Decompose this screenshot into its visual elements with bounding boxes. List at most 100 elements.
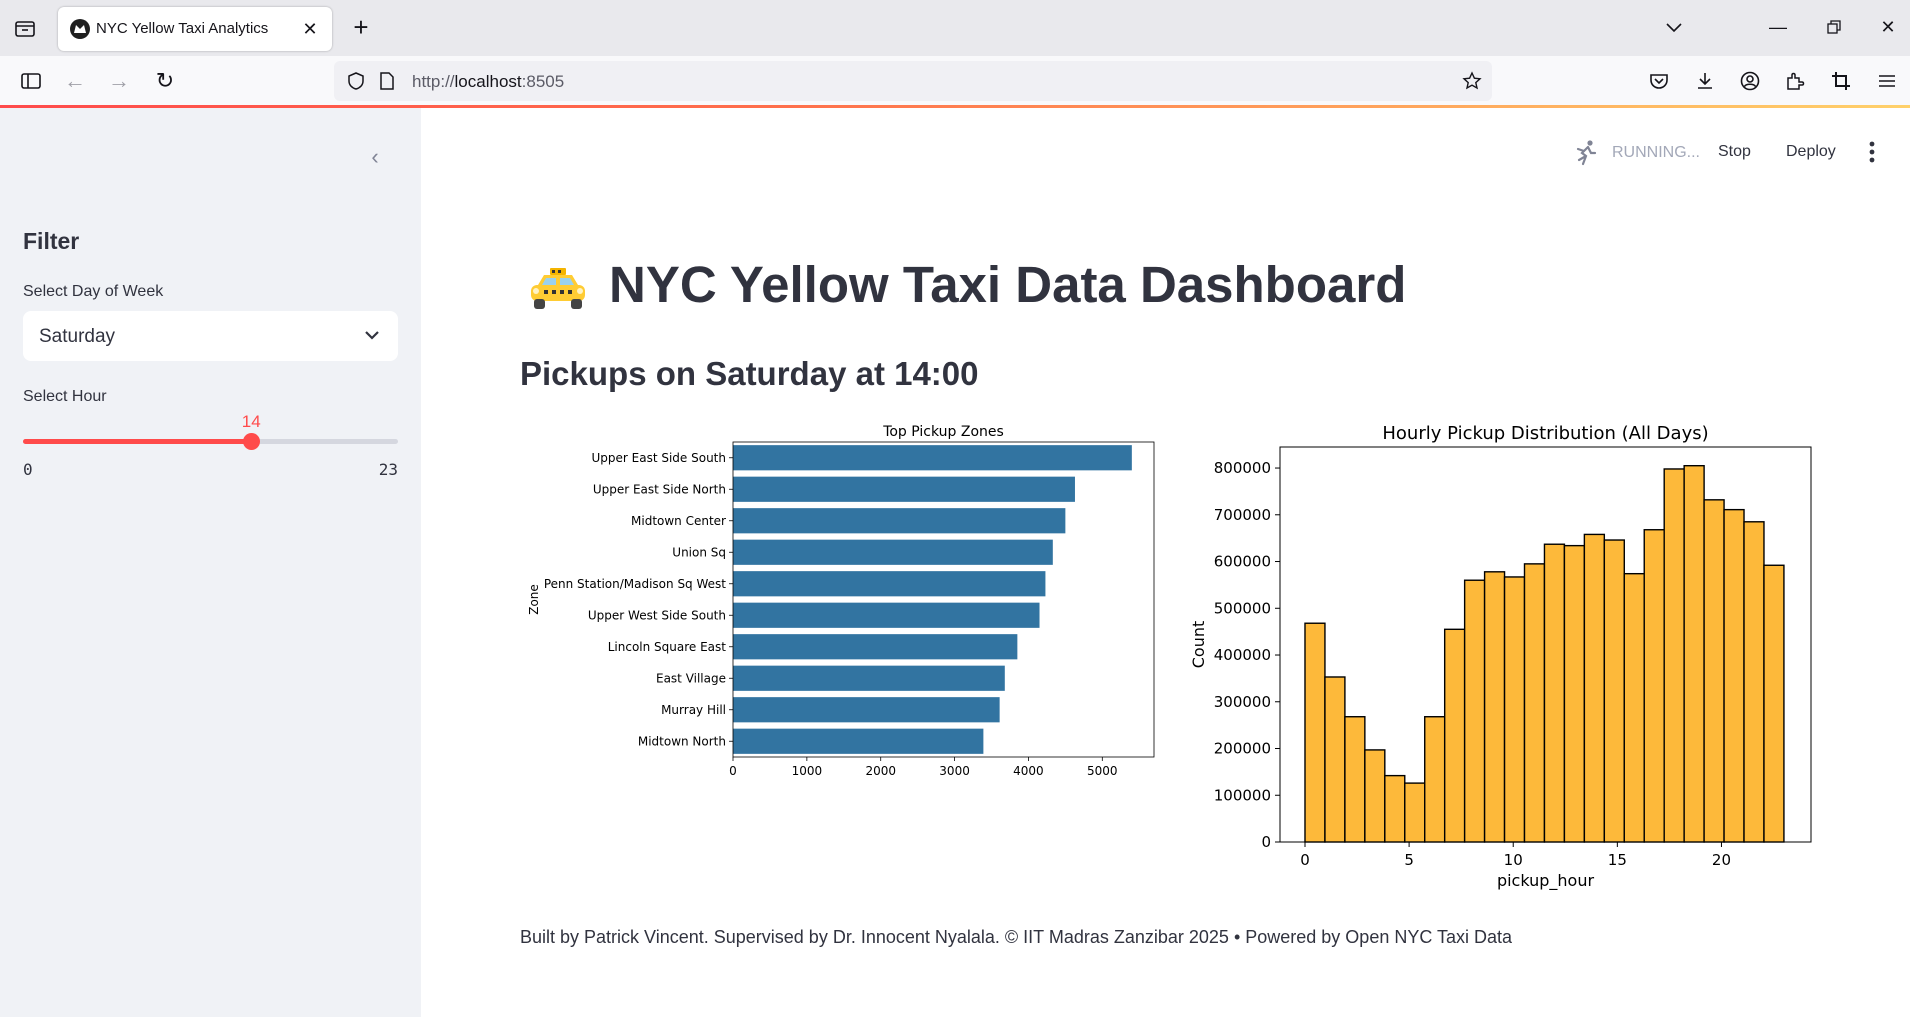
zone-bar xyxy=(733,697,1000,723)
zone-bar xyxy=(733,634,1018,660)
zone-tick-label: East Village xyxy=(656,671,726,685)
zone-bar xyxy=(733,665,1005,691)
hour-slider-thumb[interactable] xyxy=(243,433,261,450)
address-bar[interactable]: http://localhost:8505 xyxy=(334,61,1492,101)
hour-bar xyxy=(1443,628,1466,843)
close-tab-icon[interactable]: ✕ xyxy=(302,19,318,39)
hour-bar xyxy=(1743,521,1765,843)
chart-title: Hourly Pickup Distribution (All Days) xyxy=(1382,423,1708,444)
zone-bar xyxy=(733,728,984,754)
hour-bar xyxy=(1304,622,1326,843)
hour-bar xyxy=(1723,508,1745,843)
forward-arrow-icon[interactable]: → xyxy=(108,68,130,93)
zone-tick-label: Upper East Side North xyxy=(593,482,726,496)
browser-tab-bar: NYC Yellow Taxi Analytics ✕ + — ✕ xyxy=(0,0,1910,56)
hour-slider-fill xyxy=(23,439,252,444)
hour-bar xyxy=(1703,499,1725,843)
hour-slider-value: 14 xyxy=(241,412,261,431)
pocket-icon[interactable] xyxy=(1648,70,1670,92)
y-tick-label: 800000 xyxy=(1214,459,1271,477)
browser-nav-bar: ← → ↻ http://localhost:8505 xyxy=(0,56,1910,106)
hour-bar xyxy=(1324,676,1346,843)
url-text: http://localhost:8505 xyxy=(412,72,565,91)
hour-slider-label: Select Hour xyxy=(23,388,107,405)
zone-tick-label: Murray Hill xyxy=(661,703,726,717)
hour-bar xyxy=(1563,544,1586,843)
x-tick-label: 15 xyxy=(1608,851,1627,869)
day-select-value: Saturday xyxy=(39,326,116,347)
browser-tab[interactable]: NYC Yellow Taxi Analytics ✕ xyxy=(58,7,332,51)
download-icon[interactable] xyxy=(1694,70,1716,92)
y-tick-label: 200000 xyxy=(1214,740,1271,758)
running-status-text: RUNNING... xyxy=(1612,144,1700,161)
hourly-pickup-histogram: 0 100000 200000 300000 400000 500000 600000 700… xyxy=(1189,423,1812,891)
stop-button[interactable]: Stop xyxy=(1718,143,1751,160)
zone-bar xyxy=(733,476,1075,502)
x-axis-label: pickup_hour xyxy=(1497,871,1595,891)
hour-slider-min: 0 xyxy=(23,460,33,479)
filter-heading: Filter xyxy=(23,228,80,254)
zone-tick-label: Upper East Side South xyxy=(592,451,727,465)
back-arrow-icon[interactable]: ← xyxy=(64,68,86,93)
hour-slider-track[interactable] xyxy=(23,433,398,450)
hour-bar xyxy=(1503,576,1526,843)
hour-bar xyxy=(1543,543,1566,843)
zone-bar xyxy=(733,508,1066,534)
chevron-down-icon xyxy=(365,331,379,340)
x-tick-label: 10 xyxy=(1504,851,1523,869)
hour-bar xyxy=(1663,468,1685,843)
sidebar-toggle-icon[interactable] xyxy=(16,66,46,96)
zone-tick-label: Union Sq xyxy=(672,545,726,559)
hamburger-menu-icon[interactable] xyxy=(1876,70,1898,92)
extensions-icon[interactable] xyxy=(1784,70,1806,92)
page-info-icon[interactable] xyxy=(378,71,396,91)
hour-bar xyxy=(1424,716,1446,843)
zone-tick-label: Midtown Center xyxy=(631,514,726,528)
zone-tick-label: Midtown North xyxy=(638,734,726,748)
tab-list-icon[interactable] xyxy=(12,16,38,40)
restore-window-icon[interactable] xyxy=(1818,12,1850,42)
shield-icon[interactable] xyxy=(346,71,366,91)
main-menu-icon[interactable] xyxy=(1862,138,1882,166)
deploy-button[interactable]: Deploy xyxy=(1786,143,1836,160)
y-tick-label: 400000 xyxy=(1214,646,1271,664)
loading-bar xyxy=(0,105,1910,108)
hour-bar xyxy=(1623,572,1645,843)
close-window-icon[interactable]: ✕ xyxy=(1880,17,1896,37)
y-axis-label: Count xyxy=(1189,621,1208,669)
y-tick-label: 0 xyxy=(1261,833,1271,851)
day-select-label: Select Day of Week xyxy=(23,283,164,300)
hour-bar xyxy=(1463,579,1486,843)
crop-icon[interactable] xyxy=(1830,70,1852,92)
hour-bar xyxy=(1523,563,1546,843)
hour-slider-max: 23 xyxy=(378,460,398,479)
top-pickup-zones-chart: Upper East Side South Upper East Side Nor… xyxy=(527,424,1155,778)
hour-bar xyxy=(1643,529,1665,843)
collapse-sidebar-icon[interactable]: ‹ xyxy=(371,144,379,169)
x-tick-label: 4000 xyxy=(1013,764,1044,778)
y-axis-label: Zone xyxy=(527,584,541,615)
tab-title: NYC Yellow Taxi Analytics xyxy=(96,20,269,37)
chart-title: Top Pickup Zones xyxy=(882,424,1004,440)
sidebar: ‹ Filter Select Day of Week Saturday Sel… xyxy=(0,108,421,1017)
zone-bar xyxy=(733,445,1132,471)
hour-bar xyxy=(1683,464,1705,843)
tab-overflow-chevron-icon[interactable] xyxy=(1658,12,1690,42)
hour-bar xyxy=(1384,774,1406,843)
new-tab-icon[interactable]: + xyxy=(353,12,369,42)
reload-icon[interactable]: ↻ xyxy=(155,68,175,93)
running-man-icon xyxy=(1576,140,1597,166)
zone-bar xyxy=(733,539,1053,565)
hour-bar xyxy=(1344,716,1366,843)
hour-bar xyxy=(1763,564,1785,843)
zone-tick-label: Lincoln Square East xyxy=(608,640,727,654)
x-tick-label: 2000 xyxy=(865,764,896,778)
minimize-window-icon[interactable]: — xyxy=(1769,17,1787,37)
y-tick-label: 100000 xyxy=(1214,786,1271,804)
y-tick-label: 300000 xyxy=(1214,693,1271,711)
y-tick-label: 700000 xyxy=(1214,506,1271,524)
x-tick-label: 1000 xyxy=(792,764,823,778)
account-icon[interactable] xyxy=(1739,70,1761,92)
day-select[interactable]: Saturday xyxy=(23,311,398,361)
bookmark-star-icon[interactable] xyxy=(1462,71,1482,91)
